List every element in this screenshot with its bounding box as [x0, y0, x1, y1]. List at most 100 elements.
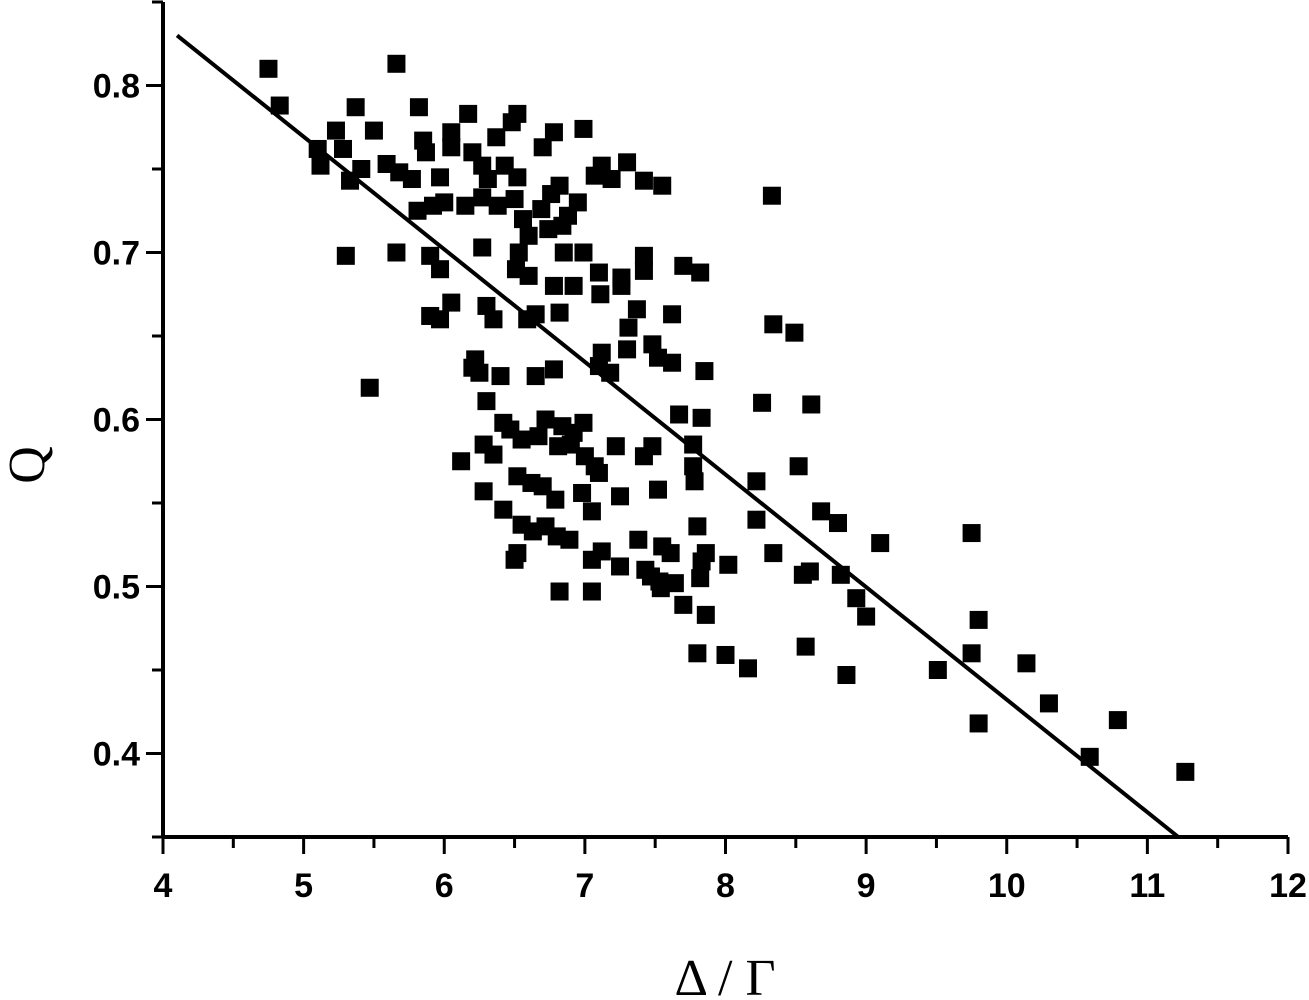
data-point [554, 243, 573, 262]
data-point [550, 582, 569, 601]
data-point [442, 293, 461, 312]
data-point [544, 360, 563, 379]
data-point [618, 153, 637, 172]
data-point [674, 256, 693, 275]
data-point [477, 392, 496, 411]
data-point [800, 562, 819, 581]
data-point [508, 544, 527, 563]
data-point [591, 285, 610, 304]
data-point [691, 263, 710, 282]
data-point [684, 457, 703, 476]
data-point [478, 170, 497, 189]
data-point [785, 323, 804, 342]
data-point [962, 644, 981, 663]
data-point [509, 243, 528, 262]
data-point [629, 530, 648, 549]
ticks [146, 0, 1290, 854]
data-point [512, 430, 531, 449]
data-point [1108, 711, 1127, 730]
data-point [491, 367, 510, 386]
data-point [847, 589, 866, 608]
data-point [789, 457, 808, 476]
data-point [508, 467, 527, 486]
data-point [564, 276, 583, 295]
data-point [684, 435, 703, 454]
data-point [508, 168, 527, 187]
data-point [311, 156, 330, 175]
data-point [431, 168, 450, 187]
data-point [561, 435, 580, 454]
data-point [857, 607, 876, 626]
x-tick-label: 10 [988, 867, 1026, 905]
data-point [969, 714, 988, 733]
data-point [334, 139, 352, 158]
data-point [473, 188, 492, 207]
data-point [634, 447, 653, 466]
data-point [649, 480, 667, 499]
data-point [665, 574, 684, 593]
data-point [611, 557, 630, 576]
data-point [962, 524, 981, 543]
data-point [544, 123, 563, 142]
data-point [695, 362, 714, 381]
x-axis-title: Δ / Γ [674, 950, 775, 1000]
data-point [716, 645, 735, 664]
data-point [346, 98, 365, 117]
data-point [685, 472, 704, 491]
y-tick-label: 0.5 [93, 569, 140, 607]
x-tick-label: 12 [1269, 867, 1307, 905]
x-tick-label: 6 [435, 867, 454, 905]
data-point [416, 143, 435, 162]
data-point [649, 348, 667, 367]
data-point [336, 246, 355, 265]
data-point [539, 220, 558, 239]
data-point [326, 121, 345, 140]
data-point [360, 378, 379, 397]
data-point [435, 193, 454, 212]
data-point [536, 410, 555, 429]
data-point [526, 367, 545, 386]
data-point [1017, 654, 1036, 673]
data-point [402, 170, 421, 189]
data-point [692, 408, 711, 427]
data-point [670, 405, 689, 424]
y-tick-label: 0.8 [93, 68, 140, 106]
data-point [653, 176, 672, 195]
data-point [494, 500, 513, 519]
data-point [518, 310, 537, 329]
data-point [484, 310, 503, 329]
data-point [663, 353, 682, 372]
data-point [505, 190, 524, 209]
data-point [634, 261, 653, 280]
data-point [762, 186, 781, 205]
data-point [602, 170, 621, 189]
data-point [618, 340, 637, 359]
data-point [1039, 694, 1058, 713]
data-point [553, 216, 572, 235]
data-point [582, 582, 601, 601]
data-point [364, 121, 383, 140]
data-point [871, 534, 890, 553]
x-tick-label: 4 [154, 867, 173, 905]
data-point [408, 201, 427, 220]
data-point [582, 502, 601, 521]
data-point [764, 544, 783, 563]
data-point [409, 98, 428, 117]
data-point [661, 544, 680, 563]
data-point [651, 579, 670, 598]
data-point [589, 263, 608, 282]
data-point [431, 260, 450, 279]
data-point [442, 138, 461, 157]
data-point [387, 243, 406, 262]
data-point [387, 54, 406, 73]
data-point [674, 595, 693, 614]
data-point [550, 176, 569, 195]
data-point [612, 276, 631, 295]
data-point [696, 544, 715, 563]
data-point [550, 303, 569, 322]
data-point [606, 437, 625, 456]
data-point [573, 483, 592, 502]
data-point [691, 569, 710, 588]
data-point [574, 119, 593, 138]
